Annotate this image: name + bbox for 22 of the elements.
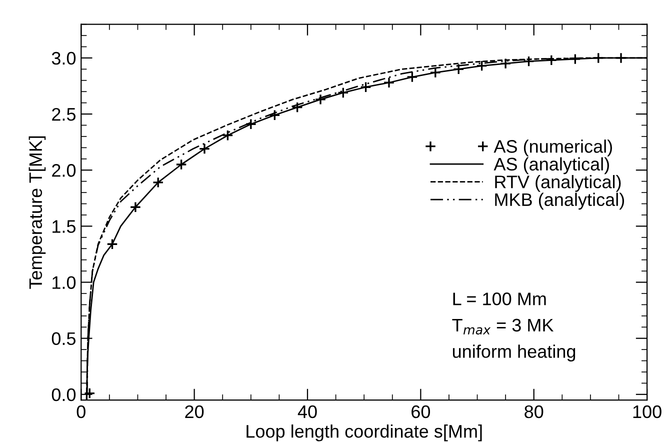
legend-label: RTV (analytical) xyxy=(495,175,621,192)
y-tick-label: 2.5 xyxy=(52,108,76,121)
y-tick-label: 3.0 xyxy=(52,52,76,65)
legend-label: MKB (analytical) xyxy=(495,192,624,210)
y-axis-title: Temperature T[MK] xyxy=(28,136,46,289)
x-tick-label: 80 xyxy=(524,405,544,418)
legend-label: AS (analytical) xyxy=(494,157,609,174)
y-tick-label: 1.0 xyxy=(52,276,76,289)
x-tick-label: 20 xyxy=(185,405,204,418)
legend-label: AS (numerical) xyxy=(494,140,612,156)
x-tick-label: 60 xyxy=(412,405,430,418)
y-tick-label: 0.0 xyxy=(52,388,76,402)
annotation: L = 100 Mm xyxy=(453,292,546,306)
y-tick-label: 2.0 xyxy=(52,164,76,177)
x-tick-label: 40 xyxy=(298,405,317,418)
y-tick-label: 0.5 xyxy=(52,332,76,346)
x-tick-label: 100 xyxy=(633,405,662,418)
x-axis-title: Loop length coordinate s[Mm] xyxy=(246,424,482,442)
annotation: uniform heating xyxy=(452,344,576,362)
annotation: T$_{max}$ = 3 MK xyxy=(452,318,554,335)
y-tick-label: 1.5 xyxy=(52,220,76,233)
x-tick-label: 0 xyxy=(76,405,86,418)
